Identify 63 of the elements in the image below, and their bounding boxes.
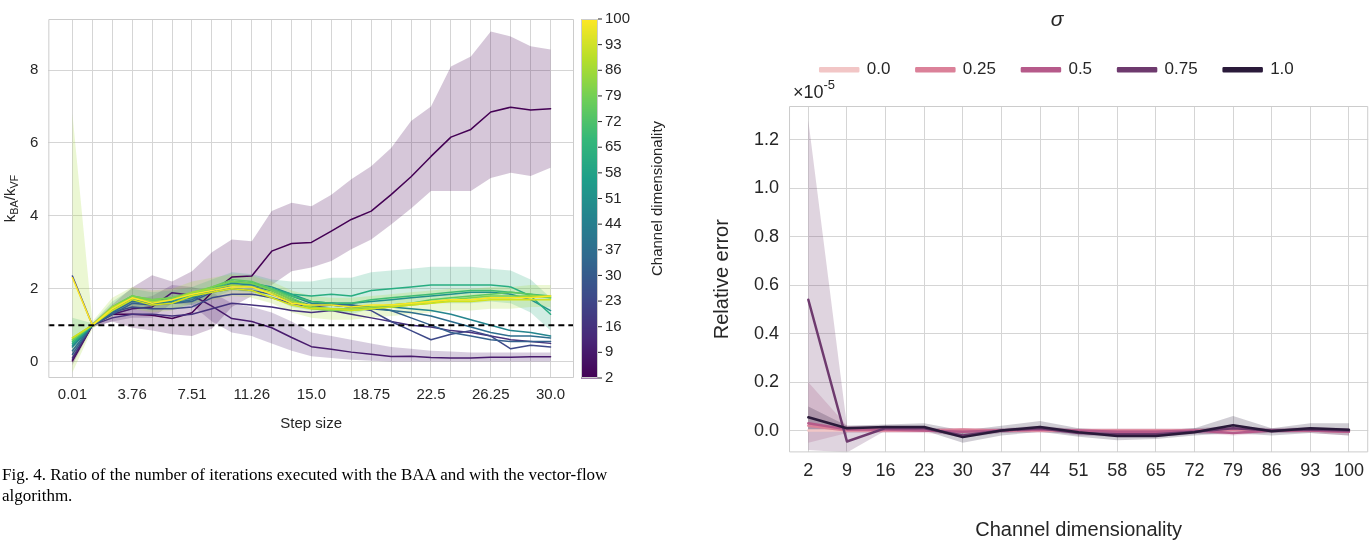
y-tick-label: 0.8: [753, 225, 780, 246]
x-tick-label: 30.0: [535, 385, 566, 403]
color-bar-label: 72: [605, 111, 622, 129]
x-tick-label: 100: [1333, 460, 1364, 481]
y-tick-label: 6: [30, 133, 39, 151]
x-tick-label: 3.76: [117, 385, 147, 403]
legend-label: 0.0: [866, 59, 891, 79]
x-tick-label: 30: [952, 460, 973, 481]
x-tick-label: 51: [1068, 460, 1089, 481]
color-bar-label: 65: [605, 137, 622, 155]
y-axis-title: kBA/kVF: [1, 174, 21, 223]
y-tick-label: 8: [30, 60, 39, 78]
x-tick-label: 79: [1223, 460, 1244, 481]
legend-label: 0.25: [962, 59, 996, 79]
x-tick-label: 2: [803, 460, 814, 481]
caption: Fig. 4. Ratio of the number of iterations executed with the BAA and with the vector-flow algorithm.: [2, 464, 609, 506]
color-bar-label: 93: [605, 34, 622, 52]
y-tick-label: 0: [30, 351, 39, 369]
y-tick-label: 2: [30, 278, 39, 296]
x-axis-title: Channel dimensionality: [975, 517, 1183, 540]
x-tick-label: 15.0: [296, 385, 327, 403]
x-tick-label: 16: [875, 460, 896, 481]
y-tick-label: 0.2: [753, 371, 780, 392]
color-bar-label: 30: [605, 265, 622, 283]
x-tick-label: 9: [841, 460, 852, 481]
x-tick-label: 93: [1300, 460, 1321, 481]
color-bar-label: 58: [605, 163, 622, 180]
x-tick-label: 7.51: [177, 385, 207, 403]
x-tick-label: 72: [1184, 460, 1205, 481]
y-tick-label: 0.6: [753, 274, 780, 295]
color-bar-label: 23: [605, 291, 622, 309]
legend-label: 1.0: [1270, 59, 1294, 79]
y-axis-title: Relative error: [709, 218, 732, 340]
x-axis-title: Step size: [280, 414, 343, 432]
color-bar-title: Channel dimensionality: [648, 120, 666, 277]
x-tick-label: 23: [914, 460, 935, 481]
color-bar-label: 86: [605, 60, 622, 78]
x-tick-label: 58: [1107, 460, 1128, 481]
x-tick-label: 22.5: [416, 385, 446, 403]
legend-title: σ: [1050, 7, 1065, 31]
x-tick-label: 18.75: [352, 385, 390, 403]
y-tick-label: 1.0: [753, 177, 780, 198]
y-tick-label: 0.0: [753, 419, 780, 440]
legend-label: 0.5: [1068, 59, 1093, 79]
color-bar-label: 51: [605, 188, 622, 206]
color-bar-label: 16: [605, 316, 622, 334]
color-bar-label: 44: [605, 214, 622, 232]
x-tick-label: 26.25: [472, 385, 510, 403]
color-bar-label: 100: [605, 9, 631, 27]
color-bar-label: 37: [605, 239, 622, 257]
x-tick-label: 37: [991, 460, 1012, 481]
color-bar-label: 9: [605, 342, 614, 360]
legend-label: 0.75: [1164, 59, 1198, 79]
color-bar-label: 79: [605, 86, 622, 104]
x-tick-label: 65: [1145, 460, 1166, 481]
x-tick-label: 11.26: [233, 385, 270, 403]
y-tick-label: 4: [30, 205, 39, 223]
x-tick-label: 86: [1261, 460, 1282, 481]
y-tick-label: 1.2: [753, 128, 780, 149]
color-bar-label: 2: [605, 368, 614, 386]
y-tick-label: 0.4: [753, 322, 780, 343]
x-tick-label: 44: [1029, 460, 1051, 481]
x-tick-label: 0.01: [57, 385, 88, 403]
